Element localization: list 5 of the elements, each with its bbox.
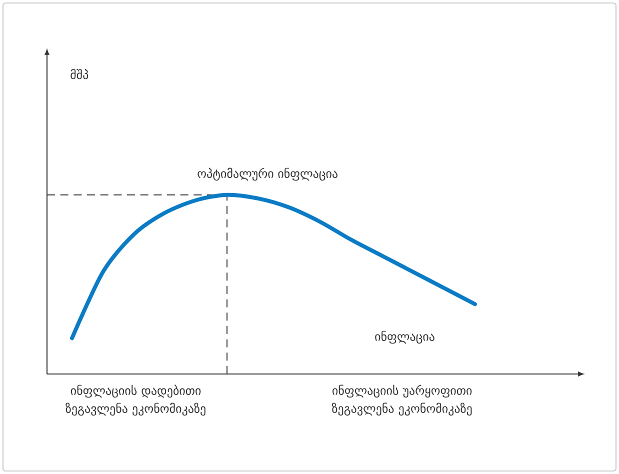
text: ინფლაციის უარყოფითი ზეგავლენა ეკონომიკაზე: [332, 384, 472, 416]
text: ოპტიმალური ინფლაცია: [198, 168, 338, 181]
text: მშპ: [70, 68, 88, 80]
x-axis-title: ინფლაცია: [375, 330, 434, 344]
text: ინფლაციის დადებითი ზეგავლენა ეკონომიკაზე: [66, 384, 206, 416]
